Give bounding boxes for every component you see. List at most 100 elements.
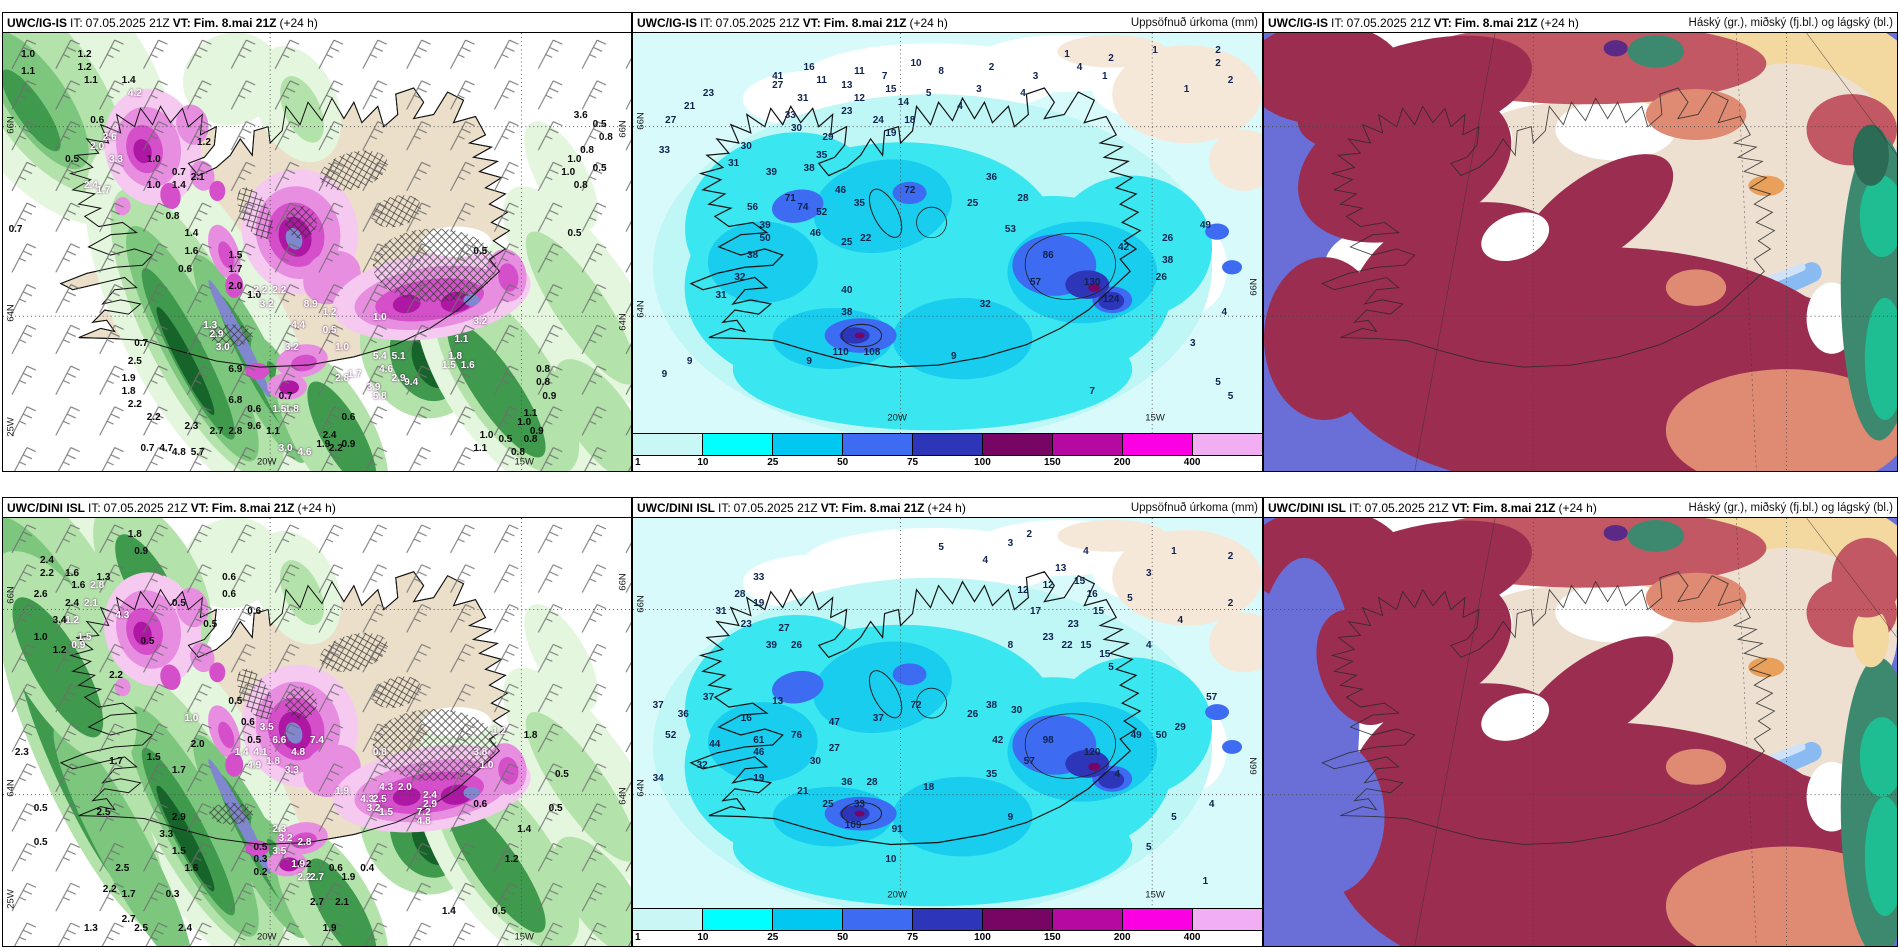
- map-cloud-cover: [1264, 518, 1897, 946]
- panel-subtitle: Háský (gr.), miðský (fj.bl.) og lágský (…: [1688, 501, 1893, 514]
- legend-color-cell: [703, 909, 773, 930]
- model-name: UWC/DINI ISL: [1268, 500, 1346, 515]
- panel-igis-wind-precip: UWC/IG-IS IT: 07.05.2025 21Z VT: Fim. 8.mai …: [2, 12, 632, 472]
- legend-tick-labels: 1 10 25 50 75 100 150 200 400: [633, 456, 1262, 471]
- legend-color-cell: [1053, 434, 1123, 455]
- panel-dini-clouds: UWC/DINI ISL IT: 07.05.2025 21Z VT: Fim. 8.m…: [1263, 497, 1898, 947]
- legend-color-cell: [773, 909, 843, 930]
- legend-color-bar: [633, 434, 1262, 456]
- panel-subtitle: Háský (gr.), miðský (fj.bl.) og lágský (…: [1688, 16, 1893, 29]
- map-wind-precipitation: 1.0 1.1 1.2 1.2 1.1 1.4 0.6 0.5 1.0 0.7 1.0 1.4 2.1 1…: [3, 33, 631, 471]
- legend-color-cell: [843, 909, 913, 930]
- panel-subtitle: Uppsöfnuð úrkoma (mm): [1130, 16, 1258, 29]
- legend-color-cell: [1053, 909, 1123, 930]
- legend-color-cell: [633, 434, 703, 455]
- model-name: UWC/IG-IS: [1268, 15, 1328, 30]
- legend-color-cell: [913, 434, 983, 455]
- valid-time: Fim. 8.mai 21Z: [841, 500, 925, 515]
- init-time: 07.05.2025 21Z: [1346, 15, 1431, 30]
- model-name: UWC/DINI ISL: [637, 500, 715, 515]
- valid-label: VT:: [820, 500, 839, 515]
- lead-time: (+24 h): [1540, 15, 1579, 30]
- init-label: IT:: [1349, 500, 1362, 515]
- legend-tick-label: 50: [837, 932, 849, 943]
- init-time: 07.05.2025 21Z: [103, 500, 188, 515]
- lead-time: (+24 h): [1558, 500, 1597, 515]
- valid-time: Fim. 8.mai 21Z: [211, 500, 295, 515]
- valid-time: Fim. 8.mai 21Z: [823, 15, 907, 30]
- legend-tick-label: 1: [635, 932, 641, 943]
- map-accumulated-precipitation: 1 10 25 50 75 100 150 200 400 1 2 1 2 1 2 1 3 2 8 5 4 3 4 7 13 12…: [633, 33, 1262, 471]
- init-label: IT:: [70, 15, 83, 30]
- legend-tick-label: 1: [635, 457, 641, 468]
- panel-title: UWC/IG-IS IT: 07.05.2025 21Z VT: Fim. 8.mai …: [1268, 16, 1582, 30]
- valid-label: VT:: [802, 15, 821, 30]
- valid-time: Fim. 8.mai 21Z: [1472, 500, 1556, 515]
- legend-tick-label: 100: [974, 932, 991, 943]
- valid-time: Fim. 8.mai 21Z: [193, 15, 277, 30]
- legend-color-cell: [1193, 909, 1262, 930]
- panel-title: UWC/DINI ISL IT: 07.05.2025 21Z VT: Fim. 8.m…: [7, 501, 339, 515]
- legend-color-cell: [773, 434, 843, 455]
- valid-time: Fim. 8.mai 21Z: [1454, 15, 1538, 30]
- panel-title: UWC/DINI ISL IT: 07.05.2025 21Z VT: Fim. 8.m…: [1268, 501, 1600, 515]
- map-cloud-cover: [1264, 33, 1897, 471]
- model-name: UWC/IG-IS: [7, 15, 67, 30]
- lead-time: (+24 h): [927, 500, 966, 515]
- legend-tick-label: 10: [697, 932, 709, 943]
- legend-tick-label: 200: [1113, 457, 1131, 468]
- legend-tick-label: 150: [1043, 932, 1061, 943]
- map-accumulated-precipitation: 1 10 25 50 75 100 150 200 400 1 2 4 3 4 2 5 12 15 13 16 12 17…: [633, 518, 1262, 946]
- valid-label: VT:: [190, 500, 209, 515]
- legend-tick-label: 200: [1113, 932, 1131, 943]
- precip-legend: 1 10 25 50 75 100 150 200 400: [633, 433, 1262, 471]
- init-label: IT:: [1331, 15, 1344, 30]
- panel-header: UWC/IG-IS IT: 07.05.2025 21Z VT: Fim. 8.mai …: [3, 13, 631, 33]
- panel-dini-wind-precip: UWC/DINI ISL IT: 07.05.2025 21Z VT: Fim. 8.m…: [2, 497, 632, 947]
- panel-dini-accum-precip: UWC/DINI ISL IT: 07.05.2025 21Z VT: Fim. 8.m…: [632, 497, 1263, 947]
- panel-header: UWC/IG-IS IT: 07.05.2025 21Z VT: Fim. 8.mai …: [633, 13, 1262, 33]
- valid-label: VT:: [172, 15, 191, 30]
- panel-igis-accum-precip: UWC/IG-IS IT: 07.05.2025 21Z VT: Fim. 8.mai …: [632, 12, 1263, 472]
- legend-color-cell: [983, 909, 1053, 930]
- precip-legend: 1 10 25 50 75 100 150 200 400: [633, 908, 1262, 946]
- panel-title: UWC/DINI ISL IT: 07.05.2025 21Z VT: Fim. 8.m…: [637, 501, 969, 515]
- legend-color-cell: [983, 434, 1053, 455]
- panel-subtitle: Uppsöfnuð úrkoma (mm): [1130, 501, 1258, 514]
- legend-tick-label: 100: [974, 457, 991, 468]
- init-label: IT:: [88, 500, 101, 515]
- legend-tick-label: 10: [697, 457, 709, 468]
- legend-tick-label: 400: [1183, 932, 1201, 943]
- legend-tick-labels: 1 10 25 50 75 100 150 200 400: [633, 931, 1262, 946]
- legend-tick-label: 25: [767, 457, 779, 468]
- legend-color-cell: [1123, 909, 1193, 930]
- legend-tick-label: 75: [906, 932, 919, 943]
- init-time: 07.05.2025 21Z: [733, 500, 818, 515]
- legend-tick-label: 50: [837, 457, 849, 468]
- legend-color-bar: [633, 909, 1262, 931]
- map-wind-precipitation: 1.8 0.9 2.4 2.2 1.6 1.6 1.3 2.6 2.4 3.4 1.0 1.2 2.2 0…: [3, 518, 631, 946]
- panel-header: UWC/DINI ISL IT: 07.05.2025 21Z VT: Fim. 8.m…: [633, 498, 1262, 518]
- legend-tick-label: 25: [767, 932, 779, 943]
- init-label: IT:: [700, 15, 713, 30]
- panel-title: UWC/IG-IS IT: 07.05.2025 21Z VT: Fim. 8.mai …: [7, 16, 321, 30]
- model-name: UWC/IG-IS: [637, 15, 697, 30]
- valid-label: VT:: [1451, 500, 1470, 515]
- lead-time: (+24 h): [279, 15, 318, 30]
- init-label: IT:: [718, 500, 731, 515]
- legend-tick-label: 150: [1043, 457, 1061, 468]
- lead-time: (+24 h): [909, 15, 948, 30]
- init-time: 07.05.2025 21Z: [85, 15, 170, 30]
- model-name: UWC/DINI ISL: [7, 500, 85, 515]
- init-time: 07.05.2025 21Z: [715, 15, 800, 30]
- legend-color-cell: [633, 909, 703, 930]
- legend-color-cell: [913, 909, 983, 930]
- panel-header: UWC/DINI ISL IT: 07.05.2025 21Z VT: Fim. 8.m…: [1264, 498, 1897, 518]
- legend-tick-label: 75: [906, 457, 919, 468]
- panel-title: UWC/IG-IS IT: 07.05.2025 21Z VT: Fim. 8.mai …: [637, 16, 951, 30]
- panel-igis-clouds: UWC/IG-IS IT: 07.05.2025 21Z VT: Fim. 8.mai …: [1263, 12, 1898, 472]
- init-time: 07.05.2025 21Z: [1364, 500, 1449, 515]
- legend-color-cell: [1193, 434, 1262, 455]
- panel-header: UWC/IG-IS IT: 07.05.2025 21Z VT: Fim. 8.mai …: [1264, 13, 1897, 33]
